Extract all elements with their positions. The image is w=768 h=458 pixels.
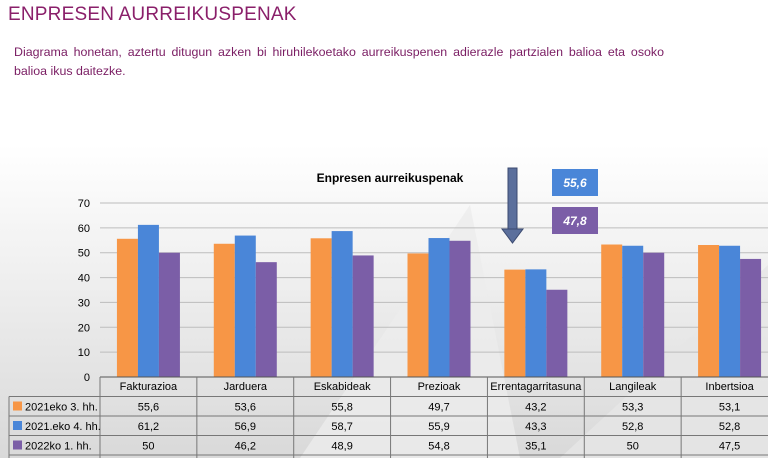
bar-jarduera-series-1 (213, 243, 235, 377)
bar-fakturazioa-series-2 (137, 224, 159, 377)
data-label: 52,8 (622, 421, 643, 433)
x-category-label: Langileak (609, 381, 657, 393)
page-description: Diagrama honetan, aztertu ditugun azken … (14, 45, 664, 78)
bar-eskabideak-series-1 (310, 238, 332, 377)
x-category-label: Errentagarritasuna (490, 381, 582, 393)
data-label: 58,7 (331, 421, 352, 433)
data-label: 46,2 (235, 441, 256, 453)
bar-inbertsioa-series-2 (719, 245, 741, 377)
x-category-label: Eskabideak (314, 381, 371, 393)
data-label: 61,2 (138, 421, 159, 433)
callout-value-purple: 47,8 (552, 207, 598, 234)
chart-title: Enpresen aurreikuspenak (317, 171, 464, 185)
page-title: ENPRESEN AURREIKUSPENAK (8, 4, 297, 25)
data-label: 53,3 (622, 402, 643, 414)
y-tick-label: 0 (84, 372, 90, 384)
data-label: 54,8 (428, 441, 449, 453)
down-arrow-icon (501, 228, 524, 244)
y-tick-label: 70 (78, 198, 90, 210)
x-category-label: Fakturazioa (120, 381, 178, 393)
data-label: 50 (627, 441, 639, 453)
bar-errentagarritasuna-series-2 (525, 269, 547, 377)
data-label: 50 (142, 441, 154, 453)
x-category-label: Prezioak (418, 381, 461, 393)
data-label: 55,8 (331, 402, 352, 414)
data-label: 55,9 (428, 421, 449, 433)
bar-errentagarritasuna-series-3 (546, 289, 568, 377)
legend-swatch (13, 440, 22, 450)
arrow-shaft (507, 167, 518, 231)
data-label: 49,7 (428, 402, 449, 414)
legend-swatch (13, 421, 22, 430)
bar-inbertsioa-series-1 (698, 245, 720, 377)
y-tick-label: 30 (78, 297, 90, 309)
bar-prezioak-series-3 (449, 240, 471, 377)
y-tick-label: 40 (78, 273, 90, 285)
bar-langileak-series-3 (643, 252, 665, 377)
bar-jarduera-series-2 (234, 235, 256, 377)
bar-inbertsioa-series-3 (740, 258, 762, 377)
bar-jarduera-series-3 (255, 262, 277, 377)
x-category-label: Jarduera (224, 381, 268, 393)
data-label: 47,5 (719, 441, 740, 453)
callout-value-blue: 55,6 (552, 169, 598, 196)
bar-eskabideak-series-2 (331, 231, 353, 377)
bar-fakturazioa-series-3 (158, 252, 180, 377)
legend-series-name: 2021eko 3. hh. (25, 402, 98, 414)
legend-series-name: 2021.eko 4. hh. (25, 421, 101, 433)
x-category-label: Inbertsioa (705, 381, 754, 393)
data-label: 43,3 (525, 421, 546, 433)
y-tick-label: 10 (78, 347, 90, 359)
y-tick-label: 50 (78, 248, 90, 260)
bar-prezioak-series-2 (428, 238, 450, 377)
data-label: 35,1 (525, 441, 546, 453)
bar-prezioak-series-1 (407, 253, 429, 377)
data-label: 48,9 (331, 441, 352, 453)
bar-langileak-series-2 (622, 245, 644, 377)
data-label: 43,2 (525, 402, 546, 414)
bar-langileak-series-1 (601, 244, 623, 377)
data-label: 53,6 (235, 402, 256, 414)
y-tick-label: 60 (78, 223, 90, 235)
data-label: 56,9 (235, 421, 256, 433)
bar-eskabideak-series-3 (352, 255, 374, 377)
data-label: 52,8 (719, 421, 740, 433)
y-tick-label: 20 (78, 322, 90, 334)
bar-fakturazioa-series-1 (116, 238, 138, 377)
bar-errentagarritasuna-series-1 (504, 269, 526, 377)
legend-swatch (13, 401, 22, 411)
data-label: 53,1 (719, 402, 740, 414)
data-label: 55,6 (138, 402, 159, 414)
legend-series-name: 2022ko 1. hh. (25, 441, 92, 453)
